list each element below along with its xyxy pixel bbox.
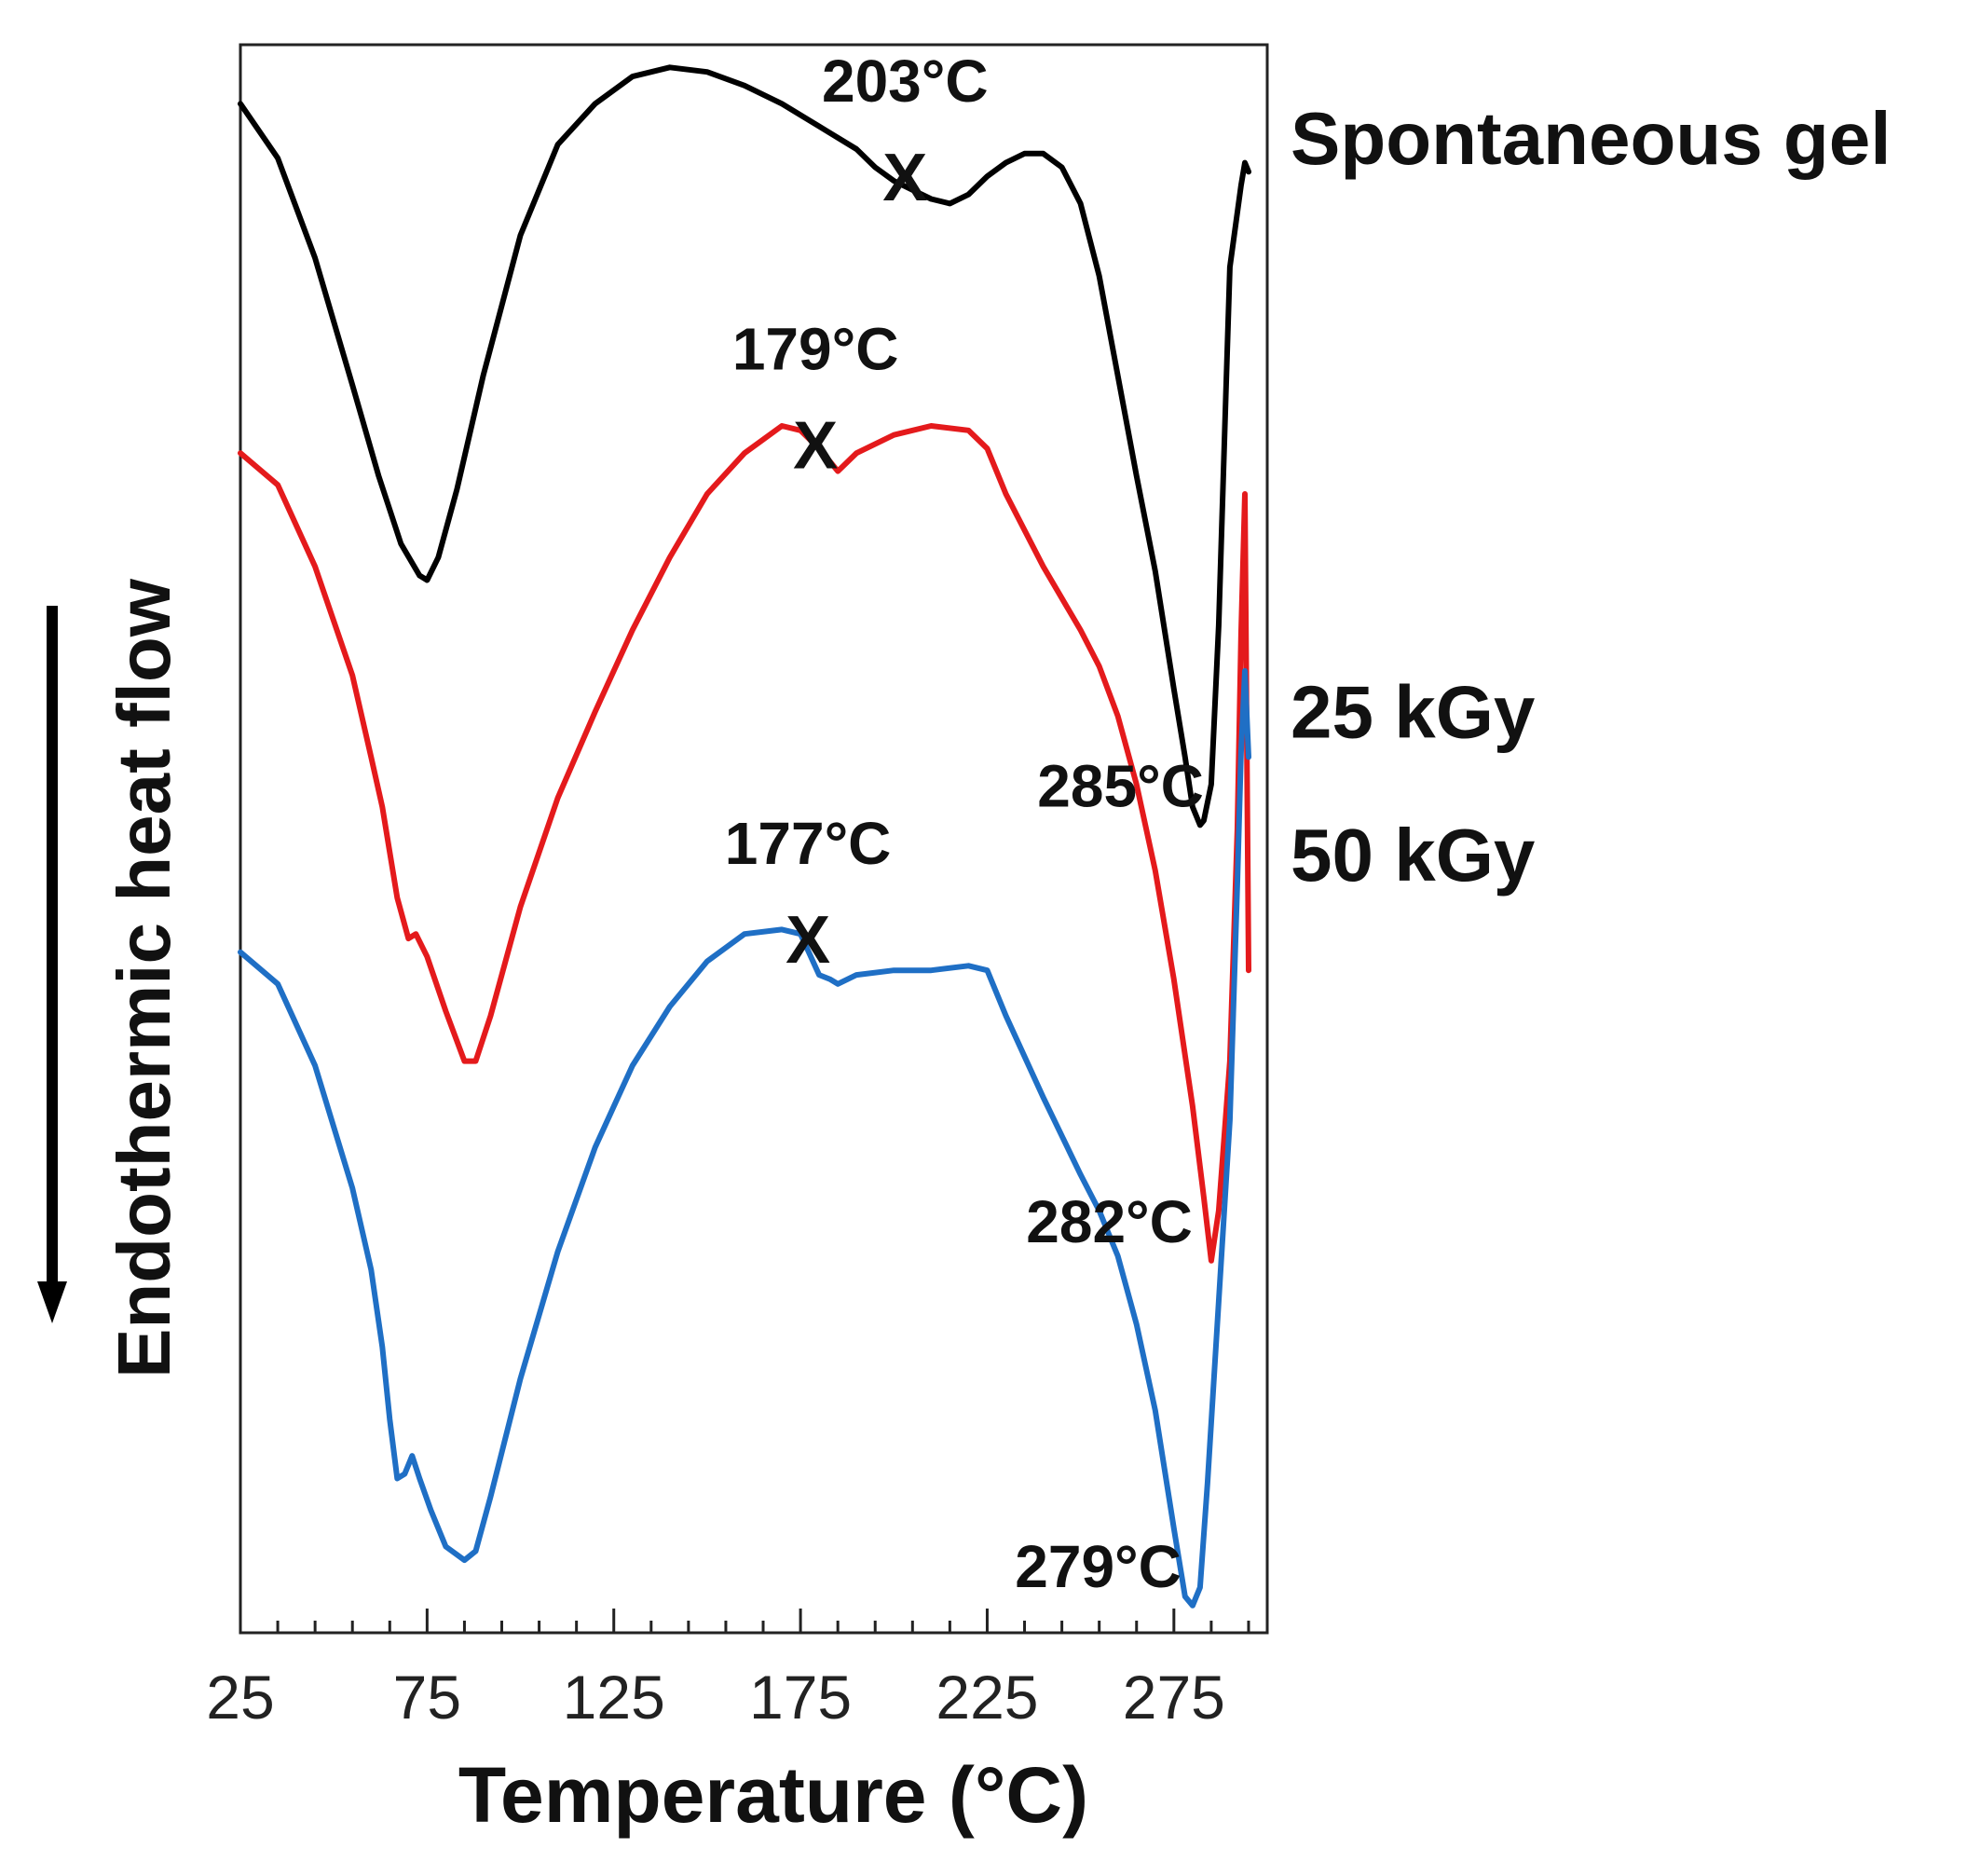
- transition-marker: X: [793, 408, 838, 483]
- transition-annotation: 177°C: [725, 810, 892, 877]
- x-axis-ticks: [239, 1609, 1250, 1633]
- peak-annotation: 285°C: [1037, 752, 1204, 819]
- x-tick-label: 275: [1123, 1663, 1225, 1732]
- annotation-layer: X 203°C 285°C X 179°C 282°C X 177°C 279°C: [725, 48, 1204, 1600]
- transition-annotation: 179°C: [732, 315, 899, 382]
- series-labels: Spontaneous gel 25 kGy 50 kGy: [1291, 97, 1892, 897]
- x-tick-label: 75: [393, 1663, 461, 1732]
- transition-marker: X: [882, 141, 927, 215]
- plot-frame: [239, 43, 1269, 1635]
- series-line-50-kgy: [238, 667, 1251, 1609]
- y-axis-arrow: [37, 606, 67, 1323]
- y-axis-title: Endothermic heat flow: [102, 578, 185, 1378]
- peak-annotation: 282°C: [1026, 1188, 1193, 1255]
- x-tick-label: 125: [563, 1663, 665, 1732]
- x-tick-label: 225: [936, 1663, 1038, 1732]
- x-tick-label: 175: [749, 1663, 852, 1732]
- series-line-spontaneous-gel: [238, 64, 1251, 828]
- x-axis-title: Temperature (°C): [458, 1751, 1088, 1839]
- y-arrow-head: [37, 1281, 67, 1323]
- peak-annotation: 279°C: [1015, 1533, 1182, 1600]
- x-axis-tick-labels: 25 75 125 175 225 275: [206, 1663, 1225, 1732]
- transition-marker: X: [786, 903, 830, 978]
- series-line-25-kgy: [238, 423, 1251, 1264]
- x-tick-label: 25: [206, 1663, 274, 1732]
- series-label-spontaneous-gel: Spontaneous gel: [1291, 97, 1892, 180]
- plot-border: [239, 43, 1269, 1635]
- series-lines: [238, 64, 1251, 1609]
- series-label-50-kgy: 50 kGy: [1291, 814, 1536, 897]
- transition-annotation: 203°C: [822, 48, 989, 115]
- series-label-25-kgy: 25 kGy: [1291, 671, 1536, 754]
